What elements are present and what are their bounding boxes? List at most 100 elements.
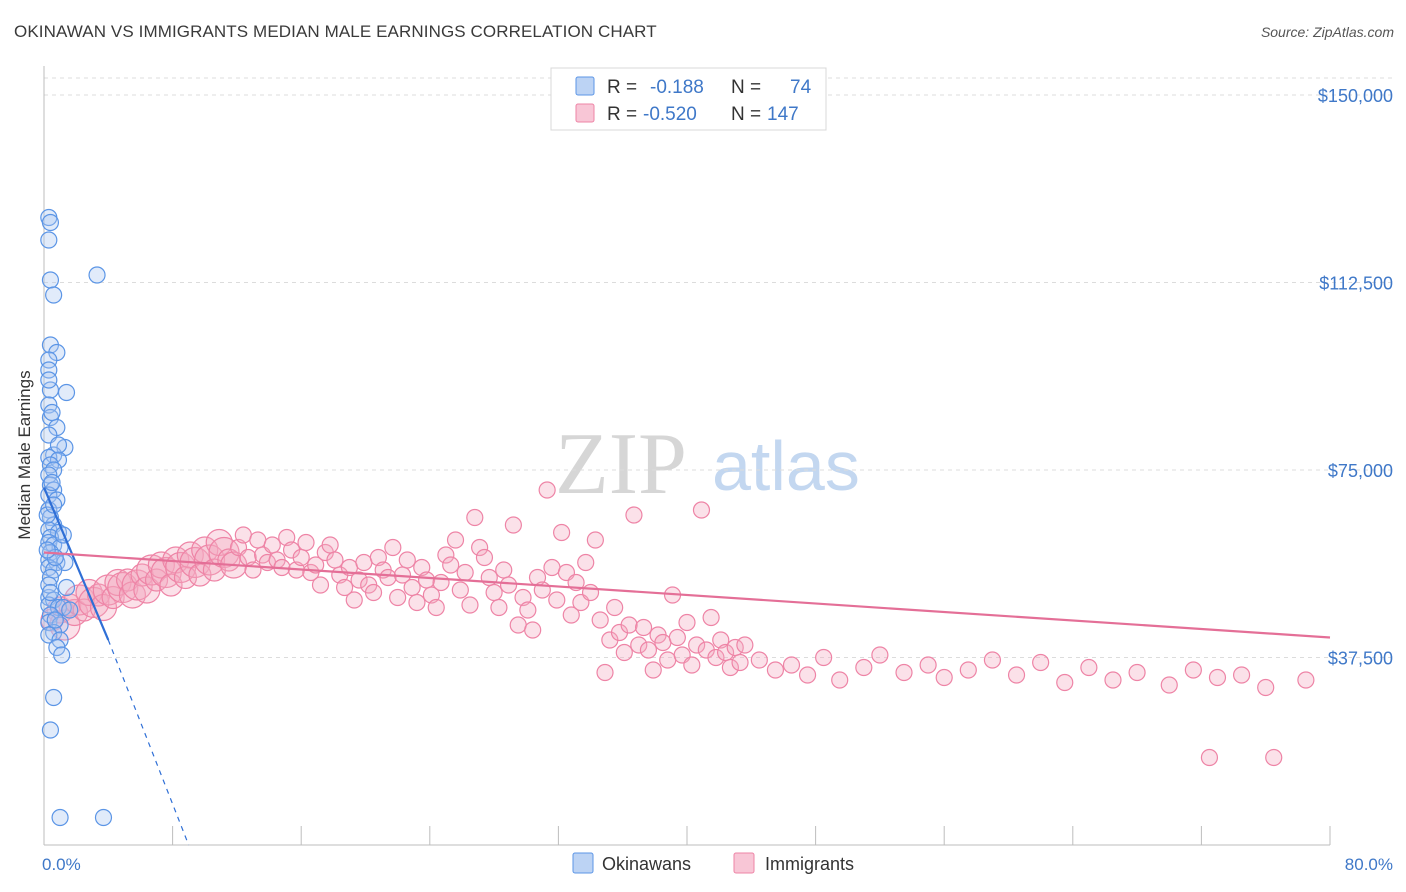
data-point <box>379 568 397 587</box>
data-point <box>57 383 76 402</box>
data-point <box>41 721 60 739</box>
bottom-legend-swatch-immigrants <box>733 852 755 874</box>
legend-r-value-2: -0.520 <box>643 104 697 125</box>
axes: $37,500 $75,000 $112,500 $150,000 <box>43 66 1393 846</box>
y-tick-label: $37,500 <box>1328 649 1393 669</box>
okinawans-trend-extension <box>107 639 190 846</box>
data-point <box>831 671 849 689</box>
data-point <box>61 601 79 619</box>
data-point <box>244 561 262 579</box>
data-point <box>355 553 373 572</box>
stats-legend: R = -0.188 N = 74 R = -0.520 N = 147 <box>550 67 827 131</box>
data-point <box>983 651 1002 669</box>
okinawans-trend-line <box>42 487 110 641</box>
data-point <box>707 648 725 667</box>
data-point <box>855 658 873 677</box>
data-point <box>45 446 63 464</box>
data-point <box>88 266 106 284</box>
watermark-zip: ZIP <box>555 416 687 513</box>
data-point <box>364 583 383 602</box>
data-point <box>466 508 484 527</box>
data-point <box>442 556 460 574</box>
data-point <box>543 558 561 577</box>
source-label: Source: ZipAtlas.com <box>1260 24 1394 40</box>
immigrants-trend-line <box>43 551 1331 639</box>
data-point <box>1297 671 1315 689</box>
y-axis-label: Median Male Earnings <box>15 370 34 539</box>
immigrants-points <box>40 481 1315 767</box>
data-point <box>159 573 183 597</box>
data-point <box>38 541 56 559</box>
data-point <box>766 661 785 679</box>
data-point <box>668 628 686 647</box>
legend-box <box>550 67 827 131</box>
bottom-legend-swatch-okinawans <box>572 852 594 874</box>
data-point <box>51 808 69 827</box>
data-point <box>639 641 658 659</box>
data-point <box>1104 671 1122 689</box>
data-point <box>311 576 330 594</box>
data-point <box>43 473 61 492</box>
data-point <box>524 621 542 639</box>
data-point <box>562 606 580 624</box>
data-point <box>654 633 672 652</box>
data-point <box>41 213 60 232</box>
data-point <box>702 608 720 627</box>
data-point <box>620 616 638 634</box>
data-point <box>490 598 508 617</box>
data-point <box>1128 663 1146 682</box>
y-tick-label: $112,500 <box>1319 274 1393 294</box>
data-point <box>678 613 696 632</box>
data-point <box>57 578 76 597</box>
data-point <box>509 616 527 634</box>
chart-title: OKINAWAN VS IMMIGRANTS MEDIAN MALE EARNI… <box>14 22 657 41</box>
data-point <box>40 371 58 389</box>
data-point <box>408 593 426 612</box>
data-point <box>249 531 267 549</box>
data-point <box>45 688 63 707</box>
legend-n-label-2: N = <box>731 104 761 125</box>
data-point <box>263 536 281 554</box>
data-point <box>456 563 474 582</box>
data-point <box>871 646 889 664</box>
data-point <box>577 553 595 572</box>
data-point <box>46 611 64 629</box>
x-tick-min: 0.0% <box>42 855 81 874</box>
data-point <box>782 656 801 674</box>
data-point <box>581 583 600 602</box>
data-point <box>634 618 653 637</box>
data-point <box>350 571 368 589</box>
data-point <box>43 403 61 422</box>
data-point <box>234 526 252 544</box>
data-point <box>461 596 479 614</box>
data-point <box>659 651 677 669</box>
data-point <box>731 653 749 672</box>
data-point <box>630 636 648 654</box>
data-point <box>94 808 113 827</box>
data-point <box>1007 666 1026 684</box>
data-point <box>644 661 662 679</box>
data-point <box>384 538 402 557</box>
data-point <box>548 591 566 609</box>
data-point <box>1265 748 1283 767</box>
data-point <box>1056 673 1074 692</box>
data-point <box>495 561 513 579</box>
data-point <box>1032 653 1050 672</box>
data-point <box>615 643 633 662</box>
data-point <box>485 583 503 602</box>
data-point <box>437 546 455 564</box>
data-point <box>1080 658 1098 677</box>
data-point <box>53 646 71 664</box>
legend-swatch-immigrants <box>575 103 595 123</box>
data-point <box>736 636 754 654</box>
data-point <box>688 636 706 654</box>
legend-n-value-2: 147 <box>767 104 799 125</box>
y-tick-label: $150,000 <box>1318 86 1393 106</box>
data-point <box>40 361 58 379</box>
data-point <box>683 656 701 674</box>
y-tick-label: $75,000 <box>1328 461 1393 481</box>
okinawans-points <box>38 208 113 827</box>
legend-r-label-1: R = <box>607 77 637 98</box>
data-point <box>692 501 711 519</box>
